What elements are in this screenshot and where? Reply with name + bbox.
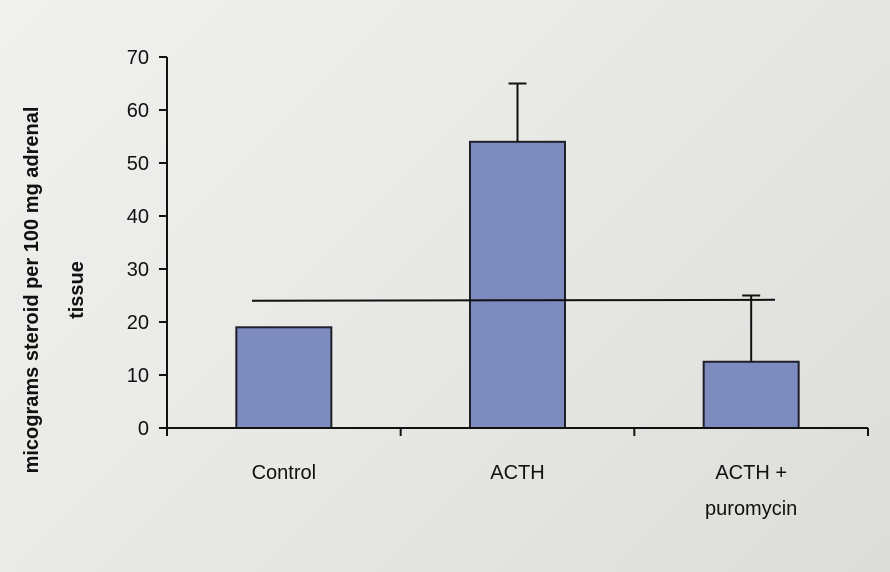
category-labels: Control ACTH ACTH + puromycin (252, 462, 798, 520)
y-tick-label: 30 (127, 259, 149, 281)
error-bars (508, 82, 761, 362)
reference-line-group (251, 298, 776, 302)
y-tick-label: 40 (127, 206, 149, 228)
category-label: ACTH (490, 462, 544, 484)
category-label: puromycin (705, 498, 797, 520)
category-label: Control (252, 462, 316, 484)
category-label: ACTH + (715, 462, 787, 484)
y-tick-labels: 0 10 20 30 40 50 60 70 (127, 47, 149, 440)
x-axis (166, 427, 869, 436)
y-tick-label: 70 (127, 47, 149, 69)
y-tick-label: 60 (127, 100, 149, 122)
y-tick-label: 50 (127, 153, 149, 175)
bars (235, 140, 800, 430)
y-axis (159, 56, 168, 433)
y-tick-label: 10 (127, 365, 149, 387)
reference-line (251, 298, 776, 302)
y-axis-title-line: micograms steroid per 100 mg adrenal (21, 107, 43, 474)
bar (469, 140, 566, 430)
y-tick-label: 20 (127, 312, 149, 334)
y-axis-title-line: tissue (66, 261, 88, 319)
bar (702, 360, 800, 429)
bar (235, 326, 333, 429)
y-tick-label: 0 (138, 418, 149, 440)
y-axis-title: micograms steroid per 100 mg adrenal tiss… (21, 107, 88, 474)
